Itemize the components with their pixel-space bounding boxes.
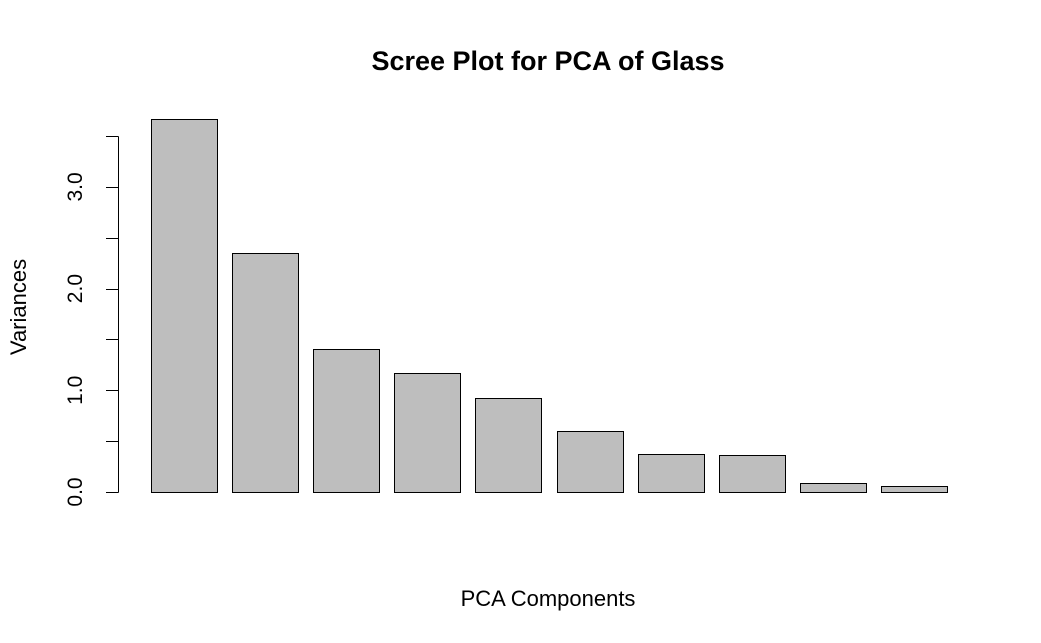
bar-component-4 xyxy=(394,373,461,493)
y-tick-label: 2.0 xyxy=(64,274,87,303)
y-tick-label: 1.0 xyxy=(64,376,87,405)
bar-component-8 xyxy=(719,455,786,493)
y-axis: 0.0 1.0 2.0 3.0 xyxy=(64,136,119,507)
y-axis-label: Variances xyxy=(6,259,31,355)
chart-title: Scree Plot for PCA of Glass xyxy=(371,46,724,76)
bar-component-2 xyxy=(232,253,299,493)
x-axis-label: PCA Components xyxy=(461,586,636,611)
bar-component-3 xyxy=(313,349,380,493)
bar-component-1 xyxy=(151,119,218,493)
bar-component-9 xyxy=(800,483,867,493)
bars-group xyxy=(151,119,948,493)
bar-component-7 xyxy=(638,454,705,493)
y-tick-label: 0.0 xyxy=(64,477,87,506)
bar-component-5 xyxy=(475,398,542,493)
y-tick-label: 3.0 xyxy=(64,172,87,201)
bar-component-10 xyxy=(881,486,948,493)
bar-component-6 xyxy=(557,431,624,493)
